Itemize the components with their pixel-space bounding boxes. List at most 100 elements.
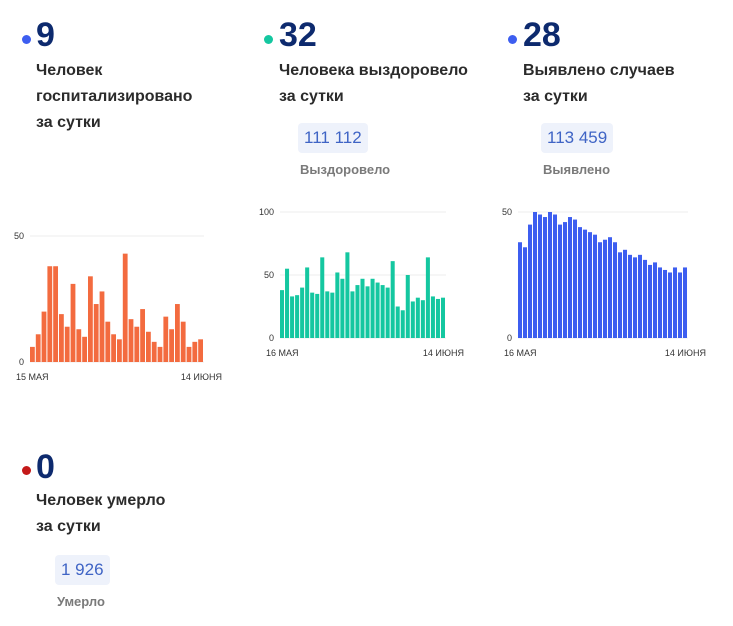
bar: [175, 304, 180, 362]
died-label-line1: Человек умерло: [36, 492, 166, 509]
bar: [573, 219, 577, 338]
bar: [658, 267, 662, 338]
bar: [320, 257, 325, 338]
y-tick-label: 50: [14, 231, 24, 241]
bar: [99, 291, 105, 362]
bar: [315, 293, 320, 338]
bar: [390, 261, 395, 338]
bar: [533, 212, 537, 338]
bar: [648, 264, 652, 338]
bar: [430, 296, 435, 338]
bar: [151, 341, 157, 362]
recovered-number: 32: [279, 16, 317, 54]
bar: [588, 232, 592, 338]
hospitalized-label-line1: Человек: [36, 62, 103, 79]
bar: [613, 242, 617, 338]
died-label-line2: за сутки: [36, 518, 101, 535]
recovered-label: Человека выздоровело за сутки: [279, 58, 479, 110]
bar: [568, 217, 572, 338]
bar: [578, 227, 582, 338]
bar: [643, 259, 647, 338]
bar: [169, 329, 174, 362]
bar: [111, 334, 116, 362]
bar: [355, 285, 360, 338]
bar: [663, 269, 667, 338]
bar: [128, 319, 134, 362]
recovered-chart: 0 50 100 16 МАЯ 14 ИЮНЯ: [259, 207, 464, 358]
bar: [285, 268, 290, 338]
bar: [628, 254, 632, 338]
bar: [300, 287, 305, 338]
bar: [76, 329, 82, 362]
x-start-label: 16 МАЯ: [266, 348, 299, 358]
bar: [186, 346, 192, 362]
recovered-label-line1: Человека выздоровело: [279, 62, 468, 79]
bar: [608, 237, 612, 338]
recovered-label-line2: за сутки: [279, 88, 344, 105]
bar: [548, 212, 552, 338]
died-label: Человек умерло за сутки: [36, 488, 236, 540]
bar: [365, 286, 370, 338]
bar: [70, 283, 76, 362]
bar: [192, 341, 198, 362]
bar: [30, 346, 35, 362]
hospitalized-dot-icon: [22, 35, 31, 44]
bar: [518, 242, 522, 338]
bar: [638, 254, 642, 338]
bar: [117, 339, 122, 362]
detected-number: 28: [523, 16, 561, 54]
x-end-label: 14 ИЮНЯ: [665, 348, 706, 358]
bar: [668, 272, 672, 338]
bar: [290, 296, 295, 338]
bar: [305, 267, 310, 338]
bar: [543, 217, 547, 338]
y-tick-label: 0: [19, 357, 24, 367]
detected-label: Выявлено случаев за сутки: [523, 58, 723, 110]
detected-dot-icon: [508, 35, 517, 44]
bar: [180, 321, 186, 362]
died-dot-icon: [22, 466, 31, 475]
bar: [425, 257, 430, 338]
bar: [633, 257, 637, 338]
hospitalized-label-line3: за сутки: [36, 114, 101, 131]
y-tick-label: 0: [269, 333, 274, 343]
detected-label-line1: Выявлено случаев: [523, 62, 675, 79]
bar: [370, 278, 375, 338]
bar: [673, 267, 677, 338]
bar: [683, 267, 687, 338]
bar: [345, 252, 350, 338]
bar: [140, 309, 145, 362]
bar: [395, 306, 400, 338]
died-number: 0: [36, 448, 55, 486]
died-total: 1 926: [55, 555, 110, 585]
bar: [330, 292, 335, 338]
bar: [400, 310, 405, 338]
bar: [53, 266, 58, 362]
bar: [325, 291, 330, 338]
bar: [523, 247, 527, 338]
bar: [623, 249, 627, 338]
bar: [563, 222, 567, 338]
bar: [88, 276, 93, 362]
bar: [653, 262, 657, 338]
bar: [59, 314, 64, 362]
bar: [538, 214, 542, 338]
bar: [420, 300, 425, 338]
bar: [380, 285, 385, 338]
died-total-label: Умерло: [57, 594, 105, 609]
bar: [146, 331, 151, 362]
bar: [558, 224, 562, 338]
bar: [528, 224, 532, 338]
bar: [198, 339, 203, 362]
bar: [405, 275, 410, 338]
bar: [375, 282, 380, 338]
detected-label-line2: за сутки: [523, 88, 588, 105]
recovered-dot-icon: [264, 35, 273, 44]
bar: [350, 291, 355, 338]
bar: [82, 336, 87, 362]
hospitalized-label-line2: госпитализировано: [36, 88, 193, 105]
bar: [310, 292, 315, 338]
bar: [360, 278, 365, 338]
recovered-total: 111 112: [298, 123, 368, 153]
x-start-label: 15 МАЯ: [16, 372, 49, 382]
